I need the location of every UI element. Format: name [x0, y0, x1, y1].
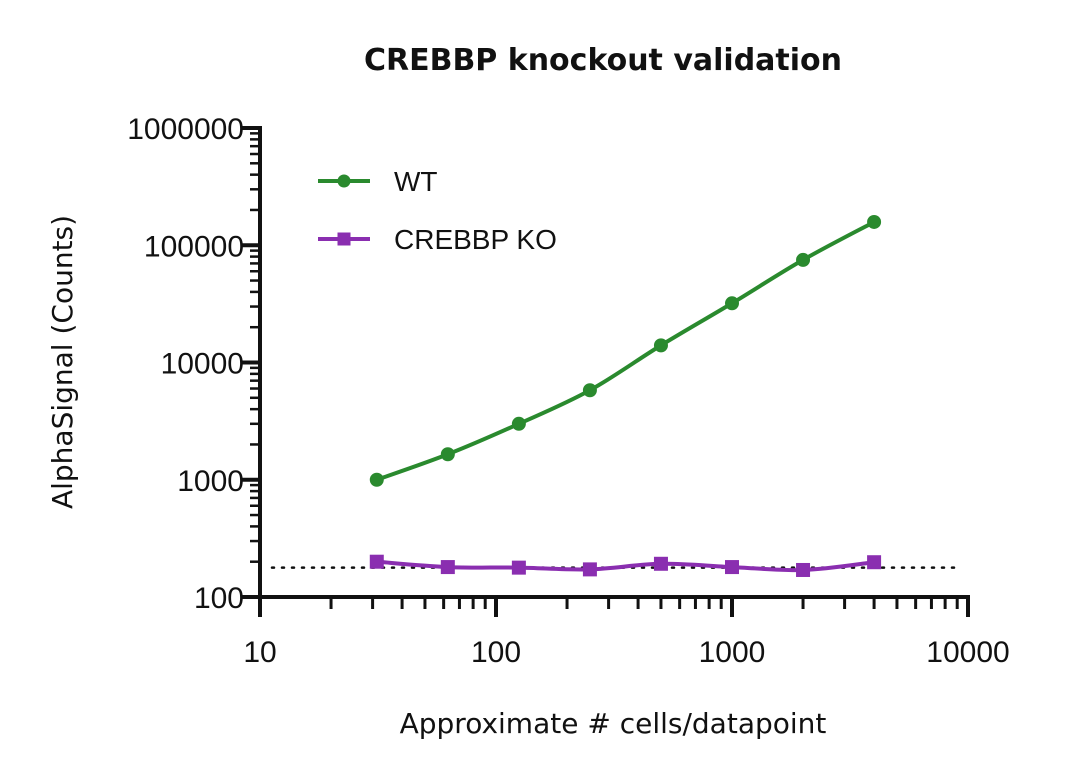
data-point-wt	[725, 296, 739, 311]
axes	[258, 126, 970, 599]
data-point-crebbp-ko	[653, 556, 668, 571]
legend-crebbp-ko-marker	[337, 232, 351, 246]
legend-wt-marker	[337, 174, 351, 188]
series-crebbp-ko	[369, 554, 882, 577]
series-layer	[369, 214, 882, 577]
data-point-wt	[653, 338, 668, 353]
y-axis-ticks: 100 1000 10000 100000 1000000	[127, 113, 260, 615]
data-point-wt	[511, 416, 526, 431]
legend-crebbp-ko-label: CREBBP KO	[394, 224, 557, 255]
y-tick-label: 100	[194, 582, 244, 615]
x-tick-label: 10	[243, 636, 276, 669]
legend: WT CREBBP KO	[318, 166, 557, 255]
x-axis-label: Approximate # cells/datapoint	[400, 707, 827, 740]
data-point-crebbp-ko	[511, 560, 526, 575]
y-tick-label: 1000	[177, 465, 244, 498]
x-tick-label: 10000	[926, 636, 1009, 669]
legend-item-crebbp-ko: CREBBP KO	[318, 224, 557, 255]
y-tick-label: 1000000	[127, 113, 244, 146]
data-point-crebbp-ko	[796, 562, 811, 577]
y-axis-label: AlphaSignal (Counts)	[46, 215, 79, 509]
data-point-crebbp-ko	[369, 554, 384, 569]
chart-title: CREBBP knockout validation	[364, 43, 842, 78]
series-wt	[369, 214, 882, 487]
data-point-crebbp-ko	[725, 560, 739, 575]
data-point-wt	[867, 214, 882, 229]
y-tick-label: 100000	[144, 230, 244, 263]
data-point-crebbp-ko	[582, 562, 597, 577]
x-axis-ticks: 10 100 1000 10000	[243, 597, 1010, 669]
data-point-crebbp-ko	[440, 560, 455, 575]
data-point-crebbp-ko	[867, 555, 882, 570]
data-point-wt	[369, 472, 384, 487]
y-tick-label: 10000	[161, 348, 244, 381]
legend-wt-label: WT	[394, 166, 438, 197]
legend-item-wt: WT	[318, 166, 438, 197]
data-point-wt	[796, 252, 811, 267]
data-point-wt	[440, 447, 455, 462]
x-tick-label: 1000	[699, 636, 766, 669]
data-point-wt	[582, 383, 597, 398]
series-line-wt	[374, 219, 877, 482]
x-tick-label: 100	[471, 636, 521, 669]
